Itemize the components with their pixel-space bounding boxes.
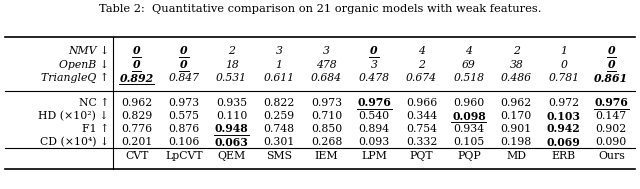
Text: 0.850: 0.850: [311, 124, 342, 134]
Text: 3: 3: [371, 60, 378, 70]
Text: Table 2:  Quantitative comparison on 21 organic models with weak features.: Table 2: Quantitative comparison on 21 o…: [99, 4, 541, 14]
Text: 0: 0: [561, 60, 567, 70]
Text: 1: 1: [561, 46, 567, 56]
Text: 0.106: 0.106: [168, 137, 200, 147]
Text: 0.063: 0.063: [214, 136, 248, 147]
Text: 0.575: 0.575: [169, 111, 200, 121]
Text: 0.976: 0.976: [595, 98, 628, 108]
Text: 0: 0: [607, 60, 615, 70]
Text: 18: 18: [225, 60, 239, 70]
Text: 0.201: 0.201: [121, 137, 152, 147]
Text: 0.829: 0.829: [121, 111, 152, 121]
Text: 0.710: 0.710: [311, 111, 342, 121]
Text: 2: 2: [418, 60, 425, 70]
Text: 0.684: 0.684: [311, 73, 342, 83]
Text: 0: 0: [180, 60, 188, 70]
Text: 0.268: 0.268: [311, 137, 342, 147]
Text: 0.198: 0.198: [500, 137, 532, 147]
Text: 0.960: 0.960: [453, 98, 484, 108]
Text: 0.962: 0.962: [121, 98, 152, 108]
Text: 0.098: 0.098: [452, 111, 486, 122]
Text: 0.069: 0.069: [547, 136, 580, 147]
Text: 0.103: 0.103: [547, 111, 581, 122]
Text: 0.147: 0.147: [596, 111, 627, 121]
Text: F1 ↑: F1 ↑: [82, 124, 109, 134]
Text: 0.090: 0.090: [596, 137, 627, 147]
Text: 0: 0: [133, 60, 141, 70]
Text: 4: 4: [418, 46, 425, 56]
Text: 0.942: 0.942: [547, 123, 580, 135]
Text: 0.781: 0.781: [548, 73, 579, 83]
Text: 0.822: 0.822: [264, 98, 295, 108]
Text: 0.344: 0.344: [406, 111, 437, 121]
Text: 1: 1: [276, 60, 282, 70]
Text: 0.486: 0.486: [501, 73, 532, 83]
Text: 0.876: 0.876: [168, 124, 200, 134]
Text: 0.972: 0.972: [548, 98, 579, 108]
Text: 0.611: 0.611: [264, 73, 294, 83]
Text: MD: MD: [506, 151, 526, 161]
Text: 0.948: 0.948: [215, 123, 248, 135]
Text: CVT: CVT: [125, 151, 148, 161]
Text: 0.934: 0.934: [453, 124, 484, 134]
Text: 69: 69: [462, 60, 476, 70]
Text: NC ↑: NC ↑: [79, 98, 109, 108]
Text: 0: 0: [133, 46, 141, 57]
Text: 0.540: 0.540: [358, 111, 390, 121]
Text: 0.170: 0.170: [500, 111, 532, 121]
Text: PQP: PQP: [457, 151, 481, 161]
Text: 0: 0: [180, 46, 188, 57]
Text: CD (×10⁴) ↓: CD (×10⁴) ↓: [40, 137, 109, 147]
Text: 478: 478: [316, 60, 337, 70]
Text: ERB: ERB: [552, 151, 576, 161]
Text: 0.776: 0.776: [121, 124, 152, 134]
Text: 0.901: 0.901: [500, 124, 532, 134]
Text: 0.892: 0.892: [120, 73, 154, 84]
Text: 2: 2: [228, 46, 235, 56]
Text: 0.518: 0.518: [453, 73, 484, 83]
Text: LpCVT: LpCVT: [165, 151, 203, 161]
Text: NMV ↓: NMV ↓: [68, 46, 109, 56]
Text: 0.966: 0.966: [406, 98, 437, 108]
Text: 0.478: 0.478: [358, 73, 390, 83]
Text: 0.973: 0.973: [168, 98, 200, 108]
Text: TriangleQ ↑: TriangleQ ↑: [41, 73, 109, 83]
Text: 0.847: 0.847: [169, 73, 200, 83]
Text: 0: 0: [607, 46, 615, 57]
Text: 0.259: 0.259: [264, 111, 294, 121]
Text: HD (×10²) ↓: HD (×10²) ↓: [38, 111, 109, 121]
Text: 0.748: 0.748: [264, 124, 294, 134]
Text: 0.962: 0.962: [500, 98, 532, 108]
Text: 0.674: 0.674: [406, 73, 437, 83]
Text: 0.754: 0.754: [406, 124, 437, 134]
Text: 0.894: 0.894: [358, 124, 390, 134]
Text: 0.093: 0.093: [358, 137, 390, 147]
Text: 0.301: 0.301: [264, 137, 295, 147]
Text: 0.332: 0.332: [406, 137, 437, 147]
Text: 0.105: 0.105: [453, 137, 484, 147]
Text: 0.110: 0.110: [216, 111, 247, 121]
Text: PQT: PQT: [410, 151, 433, 161]
Text: LPM: LPM: [361, 151, 387, 161]
Text: 0.935: 0.935: [216, 98, 247, 108]
Text: Ours: Ours: [598, 151, 625, 161]
Text: 0.902: 0.902: [596, 124, 627, 134]
Text: 4: 4: [465, 46, 472, 56]
Text: 3: 3: [276, 46, 282, 56]
Text: 38: 38: [509, 60, 524, 70]
Text: 2: 2: [513, 46, 520, 56]
Text: SMS: SMS: [266, 151, 292, 161]
Text: QEM: QEM: [218, 151, 246, 161]
Text: 3: 3: [323, 46, 330, 56]
Text: 0.531: 0.531: [216, 73, 247, 83]
Text: 0: 0: [370, 46, 378, 57]
Text: 0.861: 0.861: [594, 73, 628, 84]
Text: 0.973: 0.973: [311, 98, 342, 108]
Text: OpenB ↓: OpenB ↓: [59, 60, 109, 70]
Text: 0.976: 0.976: [357, 98, 391, 108]
Text: IEM: IEM: [315, 151, 339, 161]
